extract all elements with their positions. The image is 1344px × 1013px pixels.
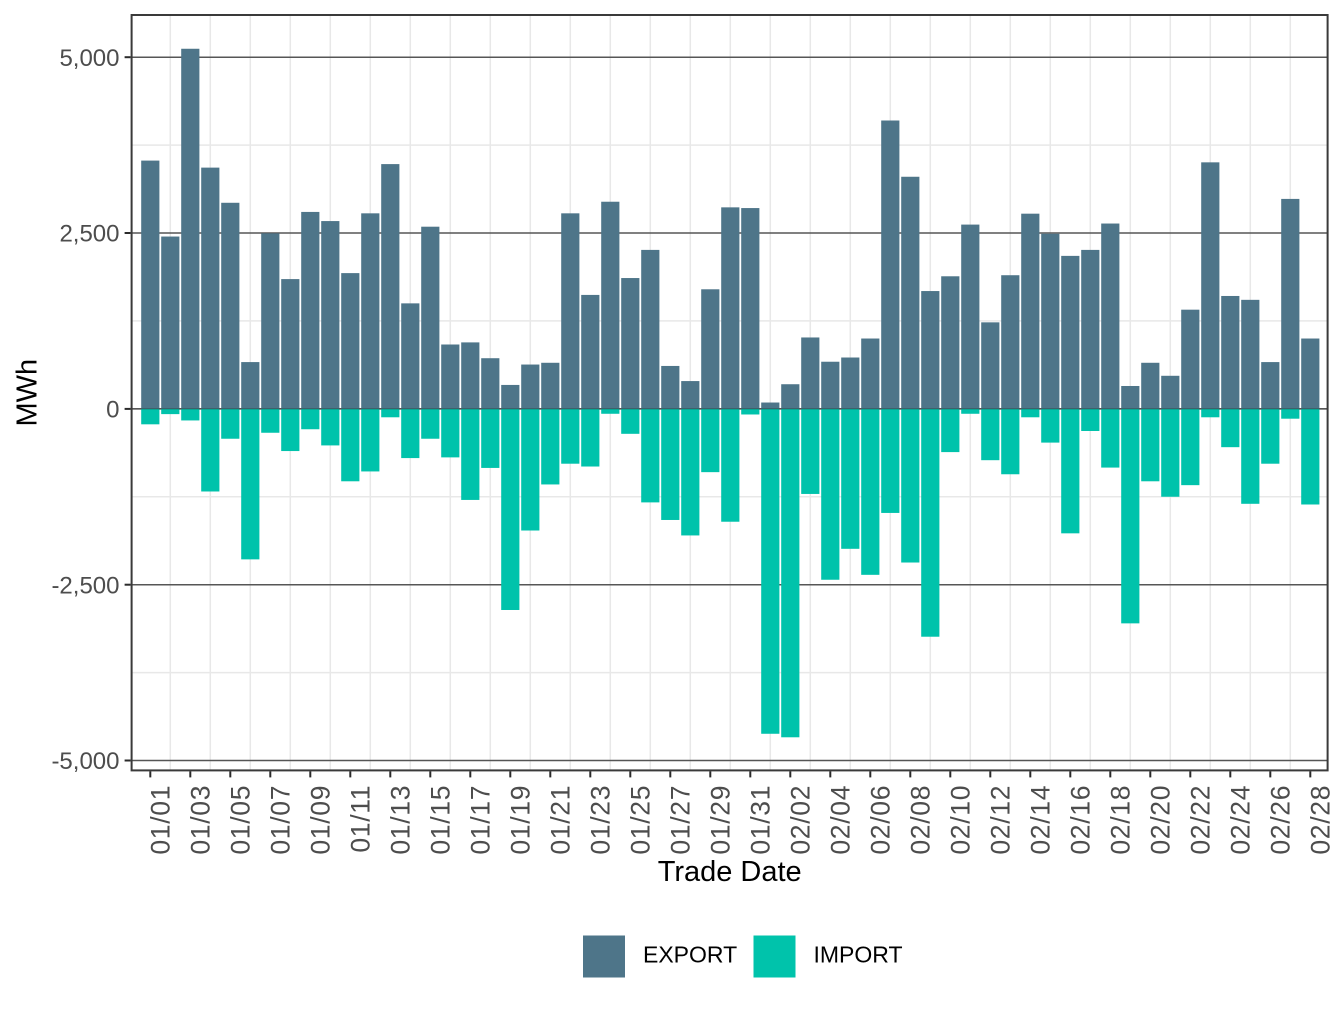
svg-text:01/13: 01/13 [385,785,415,855]
svg-text:02/06: 02/06 [865,785,895,855]
svg-text:01/29: 01/29 [705,785,735,855]
svg-text:02/02: 02/02 [785,785,815,855]
svg-text:2,500: 2,500 [59,221,119,248]
svg-text:02/08: 02/08 [905,785,935,855]
svg-text:02/20: 02/20 [1145,785,1175,855]
svg-text:01/11: 01/11 [345,785,375,853]
svg-text:02/16: 02/16 [1065,785,1095,855]
svg-text:IMPORT: IMPORT [814,942,903,968]
svg-text:01/25: 01/25 [625,785,655,855]
svg-text:Trade Date: Trade Date [658,856,802,888]
svg-text:02/18: 02/18 [1105,785,1135,855]
svg-text:01/05: 01/05 [225,785,255,855]
svg-text:01/07: 01/07 [265,785,295,855]
svg-text:01/19: 01/19 [505,785,535,855]
svg-text:02/26: 02/26 [1265,785,1295,855]
svg-text:01/23: 01/23 [585,785,615,855]
svg-text:02/04: 02/04 [825,785,855,855]
svg-text:02/10: 02/10 [945,785,975,855]
svg-text:02/22: 02/22 [1185,785,1215,855]
svg-text:02/12: 02/12 [985,785,1015,855]
svg-text:01/09: 01/09 [305,785,335,855]
svg-text:0: 0 [106,397,119,424]
svg-text:01/31: 01/31 [745,785,775,855]
svg-text:02/14: 02/14 [1025,785,1055,855]
svg-text:02/24: 02/24 [1225,785,1255,855]
svg-text:01/17: 01/17 [465,785,495,855]
svg-text:01/15: 01/15 [425,785,455,855]
svg-text:02/28: 02/28 [1305,785,1335,855]
svg-text:MWh: MWh [11,359,43,427]
svg-text:-5,000: -5,000 [51,748,119,775]
svg-text:-2,500: -2,500 [51,572,119,599]
svg-text:5,000: 5,000 [59,45,119,72]
svg-text:EXPORT: EXPORT [643,942,737,968]
svg-text:01/21: 01/21 [545,785,575,855]
svg-text:01/01: 01/01 [145,785,175,855]
svg-text:01/27: 01/27 [665,785,695,855]
svg-text:01/03: 01/03 [185,785,215,855]
